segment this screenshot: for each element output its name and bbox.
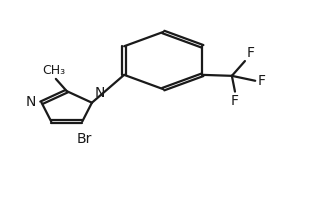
Text: F: F (258, 74, 266, 88)
Text: F: F (231, 94, 239, 108)
Text: N: N (95, 86, 106, 100)
Text: F: F (247, 46, 255, 60)
Text: N: N (26, 95, 36, 109)
Text: CH₃: CH₃ (43, 64, 66, 77)
Text: Br: Br (76, 132, 92, 146)
